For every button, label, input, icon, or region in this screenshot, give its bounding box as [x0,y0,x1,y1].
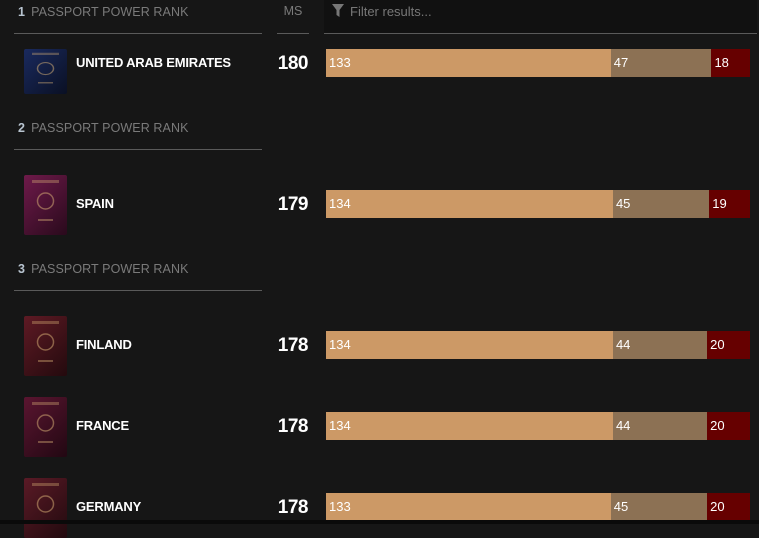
visa-free-segment[interactable]: 133 [326,493,611,521]
score-bar: 134 44 20 [326,331,750,359]
visa-required-segment[interactable]: 20 [707,331,750,359]
rank-number: 2 [18,121,26,135]
visa-free-segment[interactable]: 134 [326,331,613,359]
score-bar: 133 45 20 [326,493,750,521]
visa-free-segment[interactable]: 134 [326,412,613,440]
funnel-icon [332,4,344,17]
divider [277,33,309,34]
filter-box[interactable] [324,0,757,34]
rank-header-2: 2 PASSPORT POWER RANK [18,120,189,136]
country-name[interactable]: FINLAND [76,337,132,352]
visa-free-segment[interactable]: 134 [326,190,613,218]
filter-input[interactable] [350,2,740,20]
visa-required-segment[interactable]: 18 [711,49,750,77]
passport-image [24,49,67,94]
visa-on-arrival-segment[interactable]: 44 [612,331,708,359]
passport-emblem-icon [32,180,59,221]
rank-label: PASSPORT POWER RANK [31,262,189,276]
bottom-edge [0,520,759,524]
country-name[interactable]: FRANCE [76,418,129,433]
passport-emblem-icon [32,321,59,362]
score-bar: 133 47 18 [326,49,750,77]
mobility-score: 178 [277,335,309,356]
rank-number: 3 [18,262,26,276]
visa-required-segment[interactable]: 20 [707,412,750,440]
rank-header-1: 1 PASSPORT POWER RANK [18,4,189,20]
visa-on-arrival-segment[interactable]: 44 [612,412,708,440]
rank-label: PASSPORT POWER RANK [31,121,189,135]
visa-required-segment[interactable]: 19 [709,190,750,218]
visa-required-segment[interactable]: 20 [707,493,750,521]
visa-on-arrival-segment[interactable]: 45 [612,190,710,218]
mobility-score: 178 [277,416,309,437]
rank-number: 1 [18,5,26,19]
rank-label: PASSPORT POWER RANK [31,5,189,19]
country-name[interactable]: SPAIN [76,196,114,211]
divider [14,33,262,34]
passport-emblem-icon [32,402,59,443]
mobility-score: 180 [277,53,309,74]
rank-header-3: 3 PASSPORT POWER RANK [18,261,189,277]
mobility-score: 179 [277,194,309,215]
divider [14,290,262,291]
visa-on-arrival-segment[interactable]: 45 [610,493,708,521]
country-name[interactable]: UNITED ARAB EMIRATES [76,55,231,70]
passport-emblem-icon [32,483,59,524]
passport-emblem-icon [32,52,59,84]
ms-column-header[interactable]: MS [283,4,303,18]
passport-image [24,397,67,457]
passport-image [24,316,67,376]
score-bar: 134 44 20 [326,412,750,440]
mobility-score: 178 [277,497,309,518]
visa-free-segment[interactable]: 133 [326,49,611,77]
divider [14,149,262,150]
score-bar: 134 45 19 [326,190,750,218]
visa-on-arrival-segment[interactable]: 47 [610,49,712,77]
passport-image [24,175,67,235]
country-name[interactable]: GERMANY [76,499,142,514]
passport-image [24,478,67,538]
